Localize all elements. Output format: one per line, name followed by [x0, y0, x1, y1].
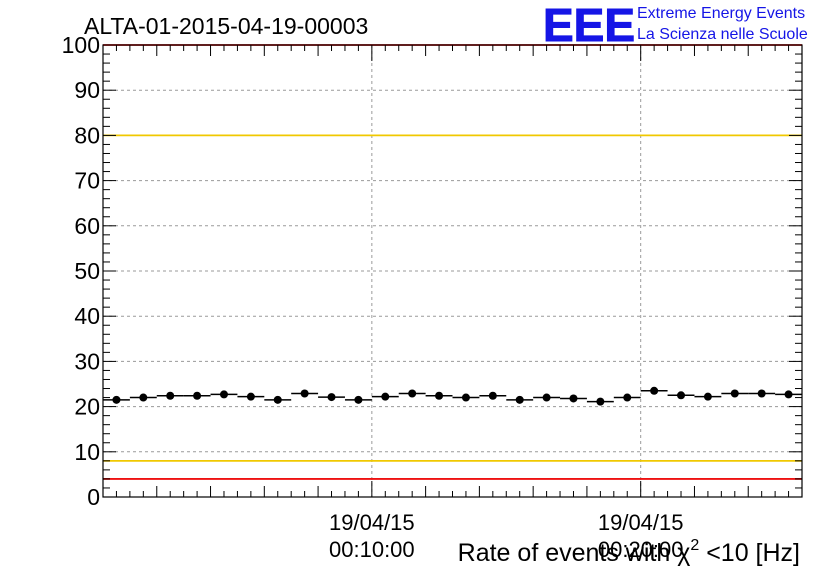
data-point — [193, 391, 202, 400]
y-tick-label: 100 — [62, 32, 100, 58]
grid-lines — [103, 45, 802, 497]
data-point — [219, 390, 228, 399]
chart-title: ALTA-01-2015-04-19-00003 — [84, 13, 368, 39]
y-tick-label: 80 — [74, 122, 100, 148]
data-point — [730, 389, 739, 398]
data-point — [677, 391, 686, 400]
data-point — [461, 393, 470, 402]
data-point — [273, 395, 282, 404]
threshold-lines — [103, 44, 802, 480]
axis-ticks — [102, 44, 803, 498]
y-tick-label: 0 — [87, 484, 100, 510]
data-point — [703, 392, 712, 401]
y-tick-label: 70 — [74, 168, 100, 194]
data-point — [757, 389, 766, 398]
data-point — [784, 390, 793, 399]
data-point — [166, 391, 175, 400]
data-point — [596, 397, 605, 406]
data-point — [488, 391, 497, 400]
data-point — [623, 393, 632, 402]
eee-logo: EEE Extreme Energy Events La Scienza nel… — [543, 0, 808, 52]
x-tick-time-label: 00:20:00 — [598, 537, 684, 562]
y-tick-label: 50 — [74, 258, 100, 284]
data-point — [112, 395, 121, 404]
y-tick-label: 40 — [74, 303, 100, 329]
data-point — [354, 395, 363, 404]
data-point — [327, 393, 336, 402]
data-point — [246, 392, 255, 401]
data-point — [300, 389, 309, 398]
y-tick-label: 10 — [74, 439, 100, 465]
logo-line-2: La Scienza nelle Scuole — [637, 26, 808, 43]
x-tick-date-label: 19/04/15 — [329, 510, 415, 535]
x-tick-date-label: 19/04/15 — [598, 510, 684, 535]
data-point — [381, 392, 390, 401]
y-tick-label: 90 — [74, 77, 100, 103]
data-point — [542, 393, 551, 402]
data-point — [435, 391, 444, 400]
data-point — [650, 386, 659, 395]
data-point — [515, 395, 524, 404]
y-tick-label: 30 — [74, 348, 100, 374]
data-point — [408, 389, 417, 398]
y-tick-label: 20 — [74, 394, 100, 420]
x-tick-time-label: 00:10:00 — [329, 537, 415, 562]
eee-logo-mark: EEE — [543, 0, 635, 51]
x-axis-label: Rate of events with χ2 <10 [Hz] — [458, 537, 800, 567]
data-point — [139, 393, 148, 402]
y-tick-label: 60 — [74, 213, 100, 239]
y-tick-labels: 0 10 20 30 40 50 60 70 80 90 100 — [62, 32, 100, 510]
data-point — [569, 394, 578, 403]
data-series — [103, 386, 802, 406]
logo-line-1: Extreme Energy Events — [637, 5, 805, 22]
